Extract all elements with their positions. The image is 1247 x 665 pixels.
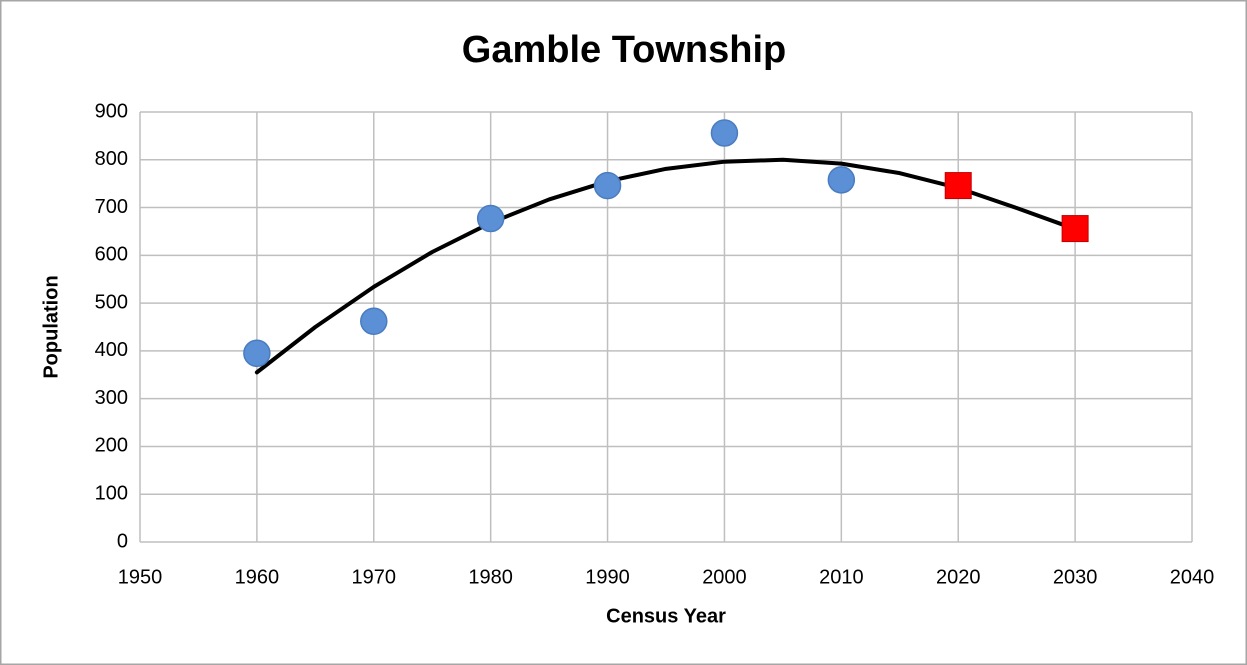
data-point <box>593 171 622 200</box>
x-tick-label: 2040 <box>1170 566 1215 588</box>
data-point <box>360 307 388 336</box>
x-tick-label: 1950 <box>118 566 163 588</box>
y-tick-label: 700 <box>95 196 128 218</box>
x-tick-label: 1960 <box>235 566 280 588</box>
data-point <box>710 119 739 147</box>
chart-title: Gamble Township <box>462 29 786 71</box>
y-axis-label: Population <box>40 275 62 378</box>
y-tick-label: 800 <box>95 148 128 170</box>
y-tick-label: 900 <box>95 100 128 122</box>
trendline <box>254 157 1078 375</box>
data-point <box>827 166 856 194</box>
x-tick-label: 2030 <box>1053 566 1098 588</box>
data-point <box>944 172 972 200</box>
x-tick-label: 1970 <box>352 566 397 588</box>
x-tick-label: 2010 <box>819 566 864 588</box>
y-tick-label: 200 <box>95 435 128 457</box>
x-tick-label: 2000 <box>702 566 747 588</box>
y-tick-label: 400 <box>95 339 128 361</box>
y-tick-label: 300 <box>95 387 128 409</box>
data-point <box>476 204 505 233</box>
y-tick-label: 500 <box>95 291 128 313</box>
x-tick-label: 2020 <box>936 566 981 588</box>
data-point <box>1061 215 1089 243</box>
y-tick-label: 100 <box>95 483 128 505</box>
x-tick-label: 1980 <box>468 566 513 588</box>
x-axis-label: Census Year <box>606 605 726 627</box>
y-tick-label: 0 <box>117 530 128 552</box>
y-tick-label: 600 <box>95 244 128 266</box>
data-point <box>243 339 271 368</box>
x-tick-label: 1990 <box>585 566 630 588</box>
